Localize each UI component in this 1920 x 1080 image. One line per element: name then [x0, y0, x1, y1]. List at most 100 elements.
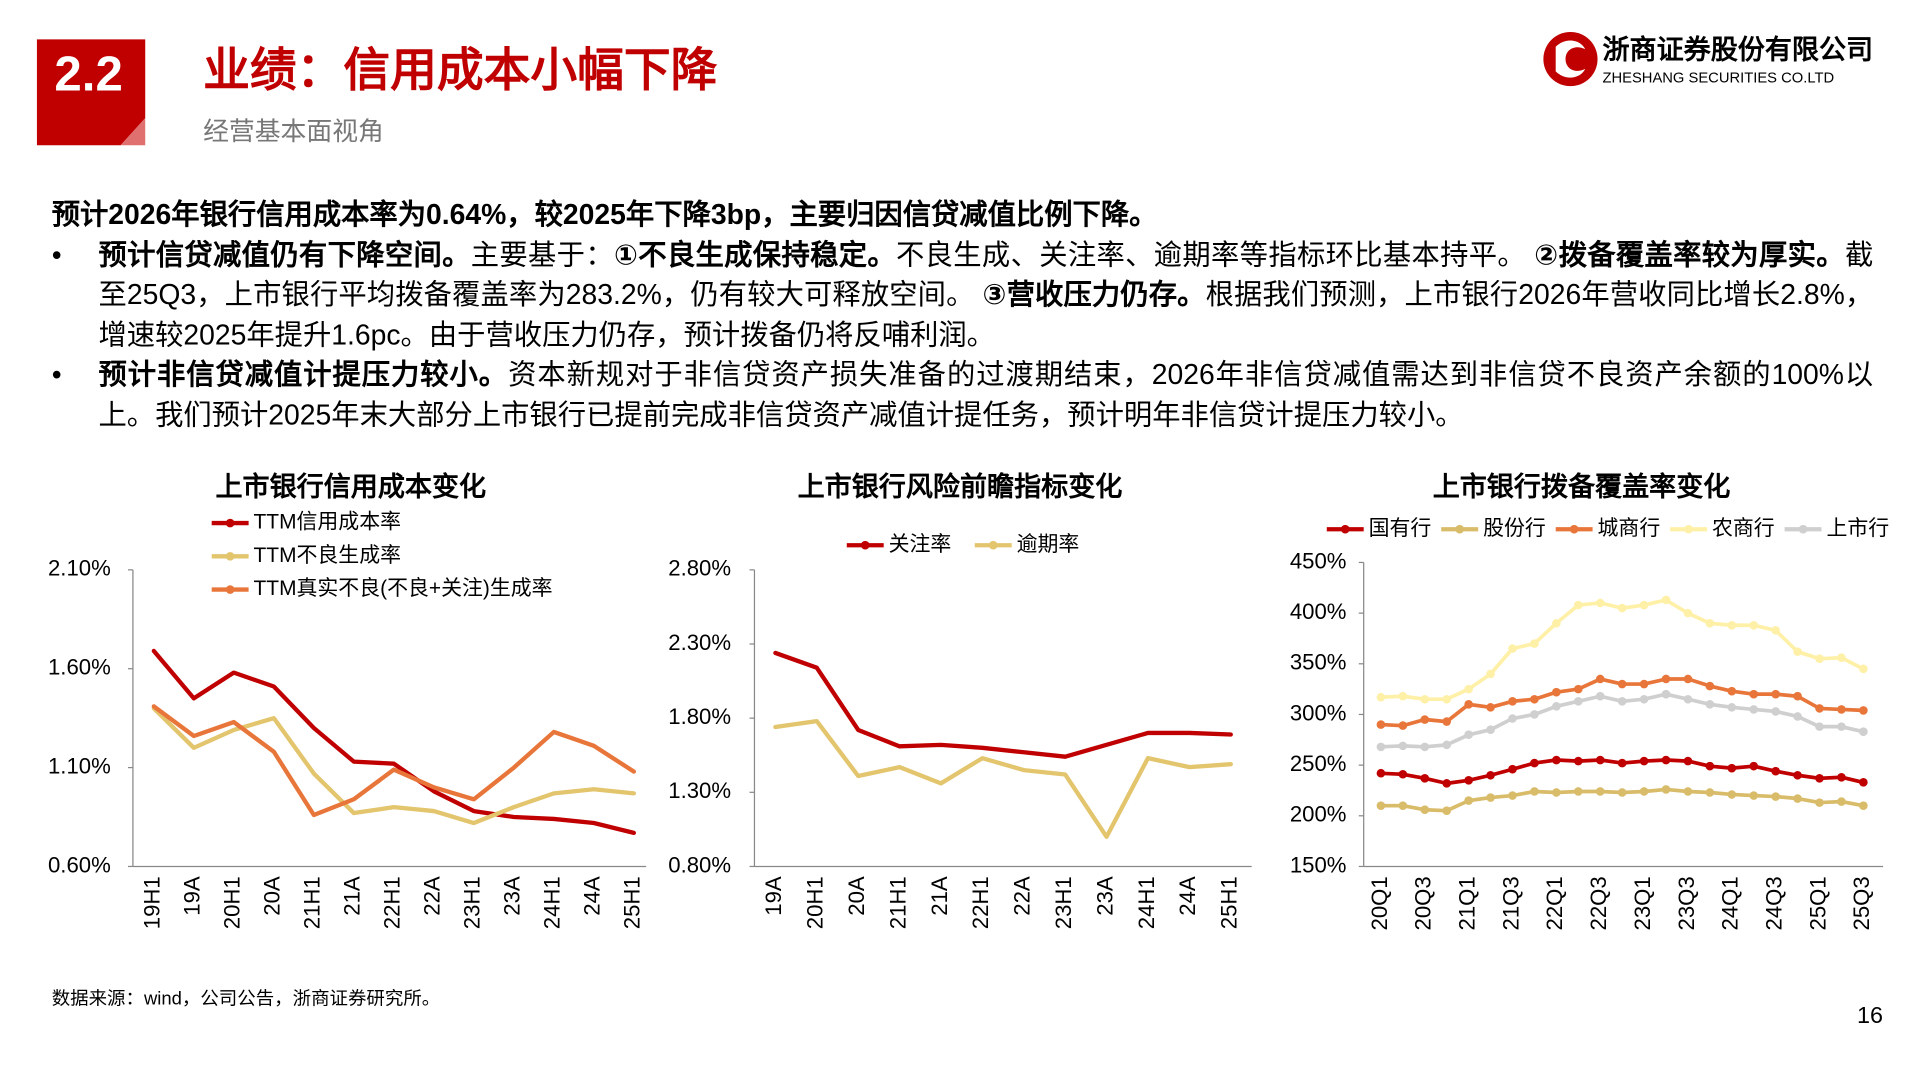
- data-point: [1771, 626, 1780, 635]
- bold-text: ②拨备覆盖率较为厚实。: [1534, 238, 1845, 271]
- x-tick-label: 25Q1: [1805, 876, 1830, 930]
- legend-marker: [1684, 524, 1693, 534]
- data-point: [1530, 758, 1539, 768]
- x-tick-label: 20H1: [803, 876, 828, 929]
- data-point: [1837, 705, 1846, 714]
- text: 根据我们预测，上市银行2026年营收同比增长2.8%，增速较2025年提升1.6…: [98, 278, 1874, 351]
- y-tick-label: 350%: [1290, 650, 1347, 675]
- series-line: [773, 650, 1233, 759]
- data-point: [1464, 684, 1473, 694]
- data-point: [1771, 689, 1780, 699]
- data-point: [1552, 788, 1561, 797]
- data-point: [1727, 620, 1737, 630]
- x-tick-label: 22H1: [968, 876, 993, 929]
- data-point: [1661, 755, 1671, 765]
- x-tick-label: 25H1: [1217, 876, 1242, 929]
- data-point: [1837, 772, 1846, 782]
- page-number: 16: [1857, 1002, 1883, 1028]
- data-point: [1749, 689, 1759, 699]
- bold-text: 预计信贷减值仍有下降空间。: [98, 238, 471, 271]
- data-point: [1486, 793, 1495, 802]
- data-point: [1595, 787, 1605, 796]
- section-number: 2.2: [54, 47, 122, 102]
- data-point: [1837, 797, 1846, 806]
- data-point: [1661, 674, 1671, 684]
- data-point: [1837, 653, 1846, 663]
- legend-marker: [1455, 524, 1464, 534]
- data-point: [1552, 702, 1561, 711]
- x-tick-label: 21Q3: [1498, 876, 1523, 930]
- x-tick-label: 19A: [180, 876, 205, 916]
- data-point: [1793, 712, 1802, 721]
- data-point: [1639, 756, 1649, 766]
- legend-label: 股份行: [1483, 517, 1546, 540]
- data-point: [1508, 791, 1517, 800]
- legend-label: TTM真实不良(不良+关注)生成率: [254, 577, 553, 600]
- data-point: [1530, 787, 1539, 796]
- body-text: 预计2026年银行信用成本率为0.64%，较2025年下降3bp，主要归因信贷减…: [52, 194, 1874, 434]
- legend-marker: [860, 540, 870, 550]
- bullet: 预计信贷减值仍有下降空间。主要基于：①不良生成保持稳定。不良生成、关注率、逾期率…: [52, 234, 1874, 354]
- logo-name-en: ZHESHANG SECURITIES CO.LTD: [1602, 71, 1834, 87]
- data-point: [1573, 600, 1583, 610]
- data-point: [1639, 787, 1649, 796]
- data-point: [1859, 801, 1868, 810]
- data-point: [1683, 787, 1693, 796]
- x-tick-label: 21Q1: [1454, 876, 1479, 930]
- data-point: [1727, 763, 1737, 773]
- x-tick-label: 21A: [927, 876, 952, 916]
- data-point: [1442, 717, 1452, 726]
- data-point: [1376, 742, 1386, 752]
- data-point: [1530, 694, 1539, 704]
- logo-name: 浙商证券股份有限公司: [1602, 34, 1873, 65]
- y-tick-label: 300%: [1290, 700, 1347, 725]
- data-point: [1749, 761, 1759, 771]
- x-tick-label: 22Q1: [1542, 876, 1567, 930]
- x-tick-label: 23H1: [1051, 876, 1076, 929]
- x-tick-label: 24H1: [540, 876, 565, 929]
- y-tick-label: 250%: [1290, 751, 1347, 776]
- text: 截至25Q3，上市银行平均拨备覆盖率为283.2%，仍有较大可释放空间。: [98, 238, 1874, 311]
- legend-marker: [225, 551, 235, 561]
- data-point: [1573, 696, 1583, 706]
- x-tick-label: 25Q3: [1849, 876, 1874, 930]
- data-point: [1771, 707, 1780, 716]
- data-point: [1815, 773, 1824, 783]
- data-point: [1617, 603, 1627, 613]
- x-tick-label: 23A: [500, 876, 525, 916]
- legend-marker: [1569, 524, 1579, 534]
- lead-sentence: 预计2026年银行信用成本率为0.64%，较2025年下降3bp，主要归因信贷减…: [51, 198, 1158, 231]
- y-tick-label: 2.30%: [668, 630, 731, 655]
- data-point: [1705, 681, 1715, 691]
- data-point: [1617, 758, 1627, 768]
- data-point: [1815, 654, 1824, 664]
- data-point: [1705, 700, 1715, 709]
- legend-marker: [988, 540, 998, 550]
- x-tick-label: 25H1: [620, 876, 645, 929]
- x-tick-label: 24A: [580, 876, 605, 916]
- data-point: [1420, 805, 1430, 815]
- data-point: [1464, 776, 1473, 785]
- chart-title: 上市银行风险前瞻指标变化: [798, 471, 1123, 502]
- data-point: [1508, 714, 1517, 723]
- data-point: [1552, 618, 1561, 628]
- data-point: [1859, 664, 1868, 674]
- data-point: [1508, 644, 1517, 653]
- slide-title: 业绩：信用成本小幅下降: [203, 44, 718, 96]
- legend-label: 上市行: [1826, 517, 1889, 540]
- x-tick-label: 22H1: [380, 876, 405, 929]
- data-point: [1420, 773, 1430, 783]
- data-point: [1398, 741, 1408, 751]
- data-point: [1749, 705, 1759, 714]
- legend-label: 关注率: [889, 533, 952, 556]
- data-point: [1398, 721, 1408, 730]
- series-line: [151, 704, 636, 818]
- y-tick-label: 2.80%: [668, 556, 731, 581]
- data-point: [1442, 740, 1452, 750]
- data-point: [1705, 618, 1715, 628]
- x-tick-label: 22A: [420, 876, 445, 916]
- data-point: [1486, 770, 1495, 780]
- legend-marker: [1798, 524, 1808, 534]
